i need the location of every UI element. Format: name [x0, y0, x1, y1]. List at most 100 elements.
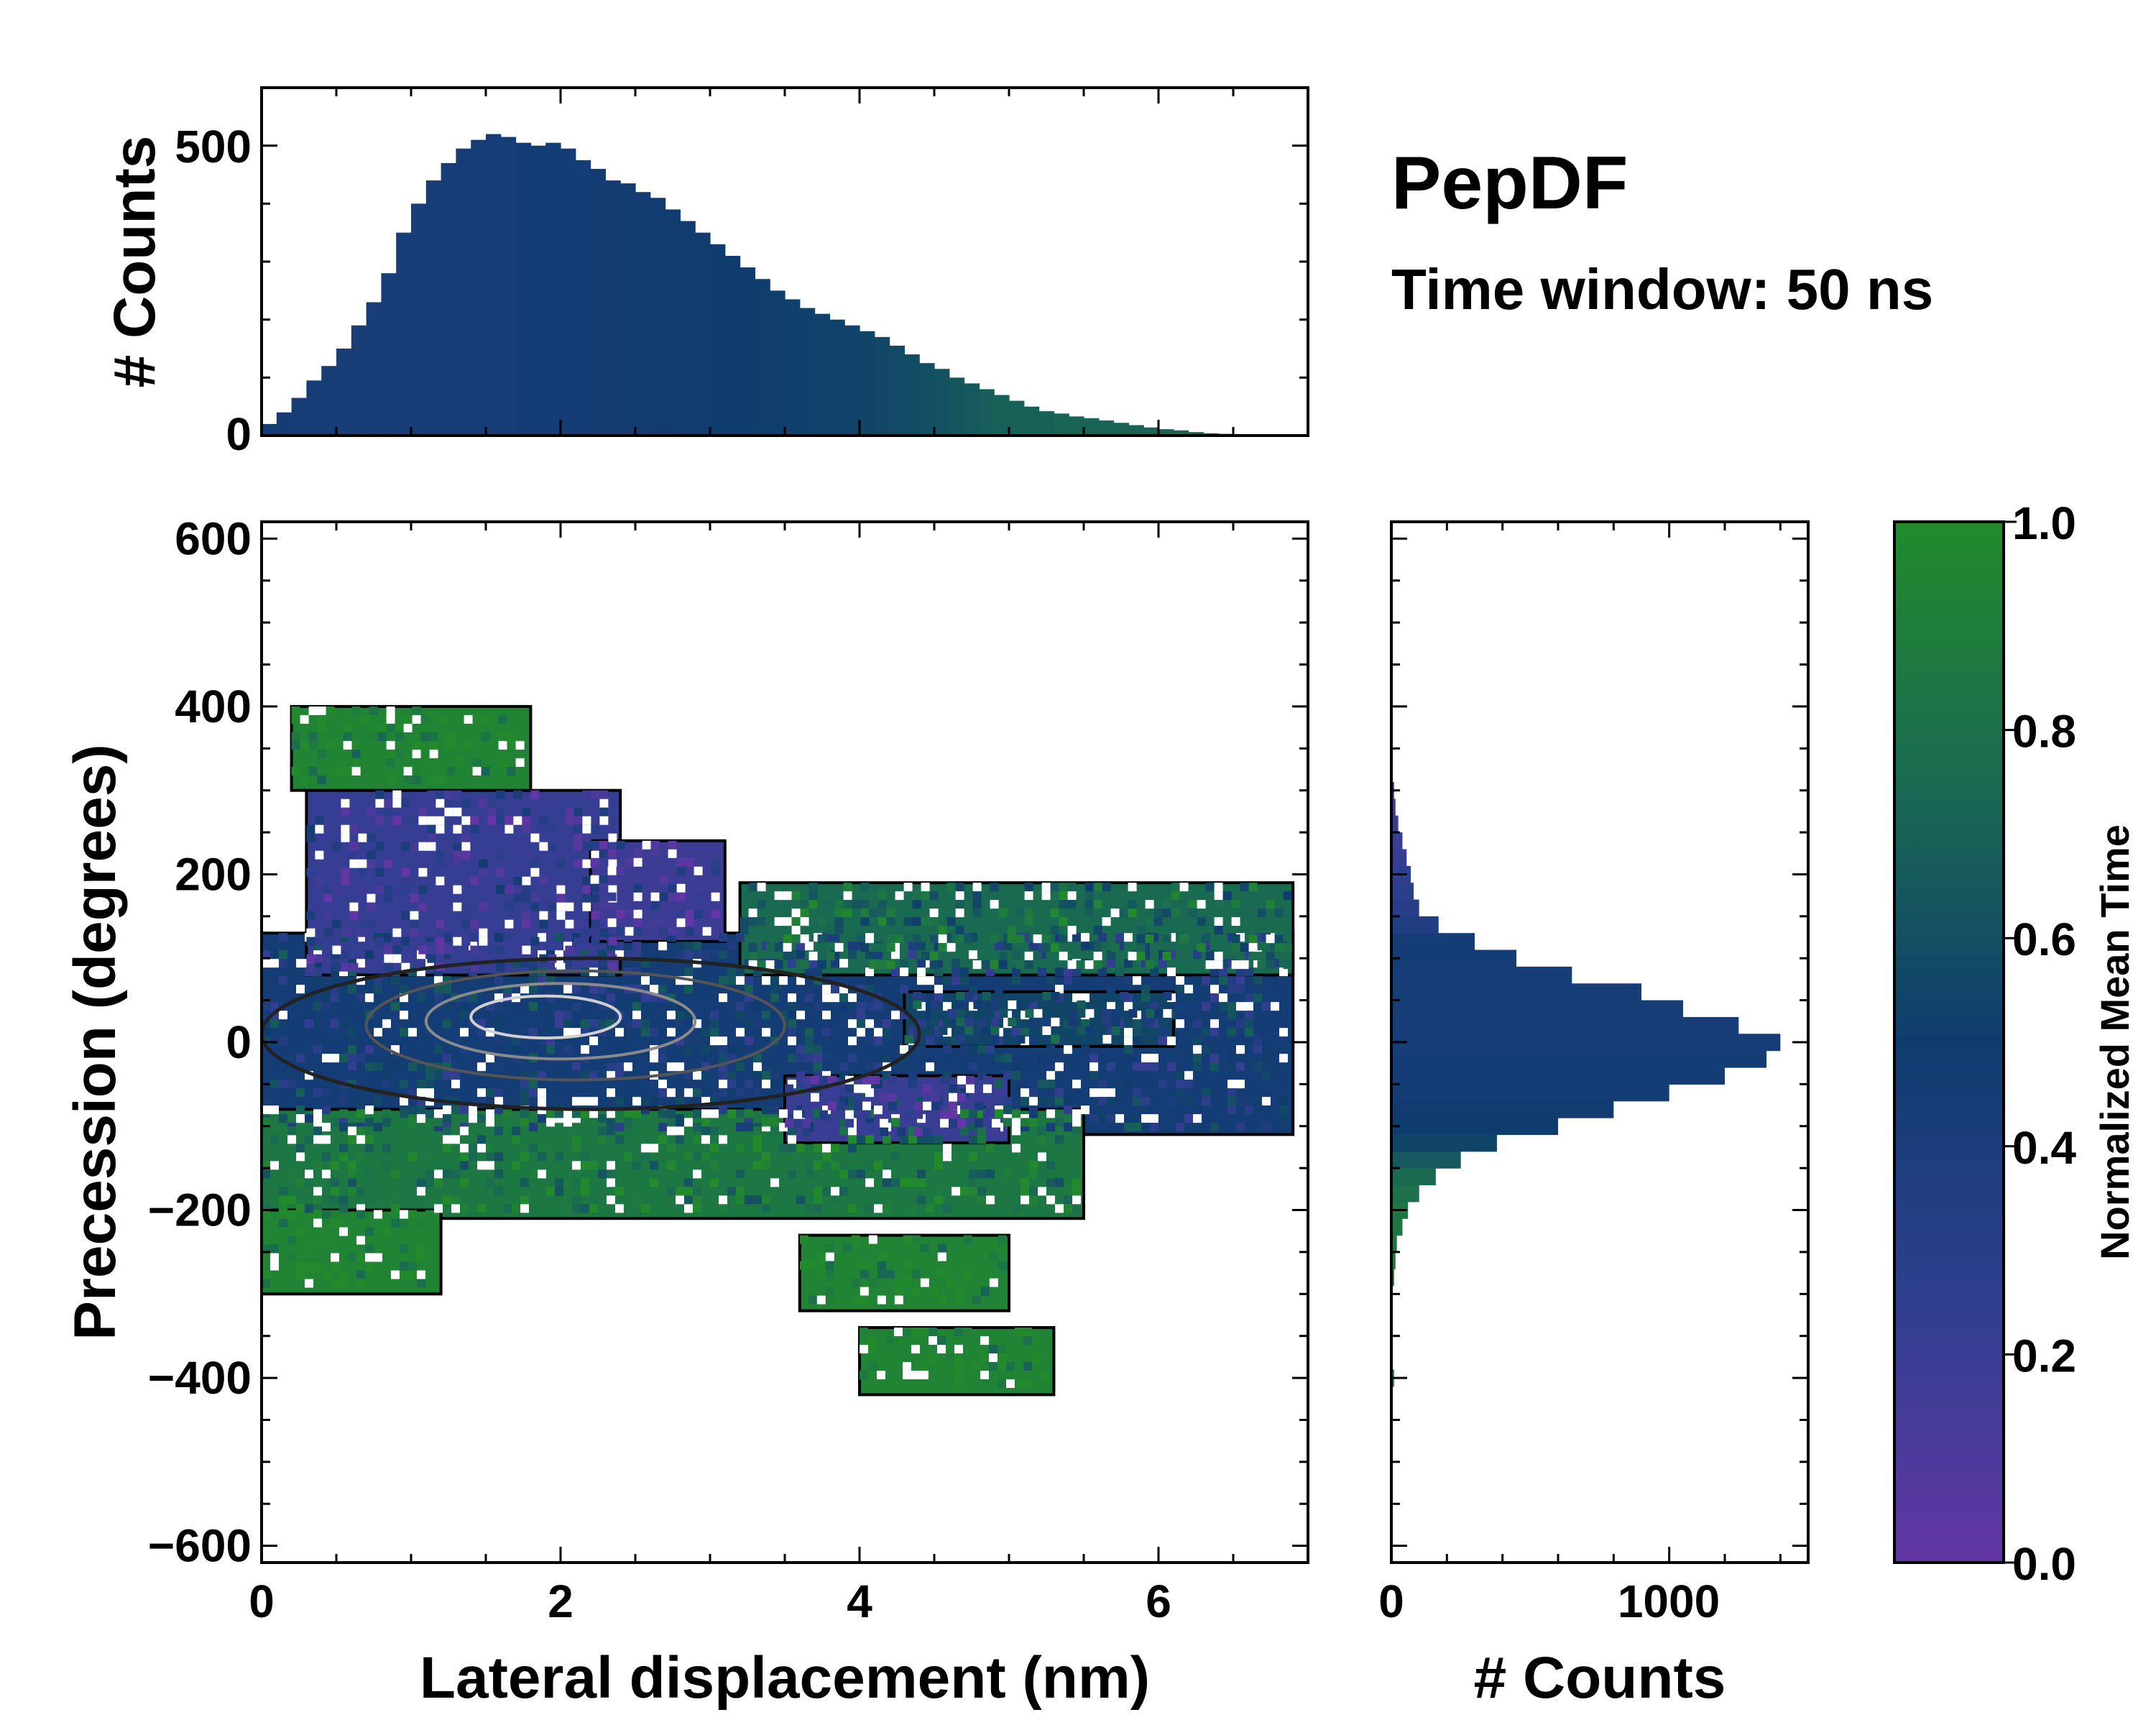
heatmap-cell: [339, 1054, 348, 1063]
heatmap-cell: [444, 790, 453, 799]
heatmap-cell: [802, 1118, 811, 1128]
heatmap-empty-cell: [1141, 1114, 1150, 1123]
heatmap-empty-cell: [969, 950, 977, 960]
heatmap-cell: [513, 876, 522, 886]
heatmap-empty-cell: [1176, 976, 1184, 985]
top-hist-bar: [1084, 418, 1100, 436]
heatmap-cell: [496, 893, 505, 903]
colorbar-gradient: [1893, 520, 2005, 1564]
heatmap-cell: [582, 885, 591, 894]
heatmap-cell: [788, 1126, 796, 1136]
heatmap-empty-cell: [917, 967, 926, 977]
heatmap-empty-cell: [322, 1135, 331, 1144]
heatmap-cell: [412, 775, 421, 784]
heatmap-cell: [401, 937, 410, 946]
heatmap-cell: [365, 1135, 374, 1144]
heatmap-cell: [529, 985, 538, 994]
heatmap-cell: [384, 876, 393, 886]
heatmap-empty-cell: [607, 1109, 615, 1118]
heatmap-empty-cell: [895, 891, 904, 901]
heatmap-cell: [591, 919, 600, 929]
heatmap-empty-cell: [903, 1371, 911, 1380]
heatmap-cell: [736, 1011, 745, 1020]
heatmap-cell: [998, 908, 1008, 918]
heatmap-cell: [1111, 1026, 1120, 1035]
heatmap-cell: [986, 1045, 995, 1054]
heatmap-cell: [589, 1204, 598, 1213]
heatmap-empty-cell: [874, 1028, 883, 1037]
heatmap-cell: [555, 1019, 563, 1029]
heatmap-cell: [817, 952, 826, 961]
heatmap-cell: [960, 1109, 969, 1118]
heatmap-cell: [874, 1019, 883, 1029]
heatmap-empty-cell: [1124, 1028, 1133, 1037]
heatmap-cell: [848, 1144, 857, 1153]
heatmap-empty-cell: [315, 824, 324, 834]
right-hist-bar: [1391, 1235, 1397, 1253]
heatmap-empty-cell: [341, 799, 350, 808]
heatmap-cell: [496, 816, 505, 825]
right-panel-ticks: [1390, 522, 1808, 1563]
heatmap-cell: [788, 1002, 796, 1011]
heatmap-cell: [736, 1002, 745, 1011]
heatmap-cell: [851, 1295, 860, 1305]
heatmap-cell: [982, 1026, 991, 1035]
heatmap-cell: [408, 1118, 417, 1127]
top-hist-bar: [740, 267, 755, 436]
main-xtick-label: 4: [847, 1576, 872, 1627]
heatmap-empty-cell: [322, 1054, 331, 1063]
heatmap-cell: [453, 850, 462, 860]
heatmap-empty-cell: [917, 976, 926, 985]
heatmap-empty-cell: [305, 1169, 313, 1179]
heatmap-empty-cell: [262, 1105, 270, 1115]
heatmap-cell: [599, 875, 608, 884]
heatmap-empty-cell: [667, 1062, 676, 1072]
heatmap-cell: [607, 1118, 615, 1127]
heatmap-cell: [1236, 1123, 1245, 1132]
heatmap-empty-cell: [313, 1218, 322, 1228]
heatmap-cell: [745, 985, 753, 994]
heatmap-empty-cell: [1084, 960, 1094, 970]
heatmap-cell: [937, 1336, 946, 1346]
heatmap-cell: [1046, 1045, 1055, 1054]
heatmap-cell: [960, 1045, 969, 1054]
heatmap-cell: [633, 918, 642, 927]
heatmap-cell: [865, 1204, 874, 1213]
heatmap-cell: [834, 926, 844, 935]
heatmap-cell: [969, 1135, 977, 1144]
heatmap-cell: [339, 1195, 348, 1205]
heatmap-cell: [977, 1135, 986, 1144]
heatmap-cell: [684, 950, 693, 960]
right-hist-bar: [1391, 1016, 1739, 1034]
heatmap-cell: [668, 892, 677, 901]
heatmap-cell: [659, 892, 668, 901]
heatmap-cell: [1227, 1011, 1236, 1020]
heatmap-empty-cell: [427, 816, 436, 825]
contour-level-3: [424, 982, 697, 1061]
heatmap-cell: [1176, 1002, 1184, 1011]
heatmap-cell: [403, 775, 413, 784]
heatmap-cell: [315, 937, 324, 946]
heatmap-cell: [279, 1088, 287, 1098]
heatmap-cell: [477, 1135, 486, 1144]
heatmap-cell: [1136, 926, 1146, 935]
heatmap-cell: [1202, 933, 1210, 942]
heatmap-empty-cell: [469, 1114, 477, 1123]
heatmap-cell: [408, 1152, 417, 1162]
heatmap-cell: [1029, 1187, 1038, 1196]
heatmap-cell: [331, 993, 339, 1003]
heatmap-cell: [977, 1019, 986, 1029]
heatmap-cell: [481, 732, 490, 741]
heatmap-cell: [930, 1000, 939, 1009]
heatmap-empty-cell: [911, 1371, 920, 1380]
heatmap-cell: [1202, 976, 1210, 985]
heatmap-empty-cell: [831, 1187, 839, 1196]
heatmap-empty-cell: [436, 799, 445, 808]
heatmap-cell: [969, 1152, 977, 1162]
heatmap-cell: [871, 1075, 880, 1085]
right-hist-bar: [1391, 1168, 1436, 1186]
heatmap-cell: [929, 952, 939, 961]
heatmap-empty-cell: [313, 1118, 322, 1127]
heatmap-cell: [989, 1252, 998, 1261]
heatmap-cell: [607, 875, 617, 884]
